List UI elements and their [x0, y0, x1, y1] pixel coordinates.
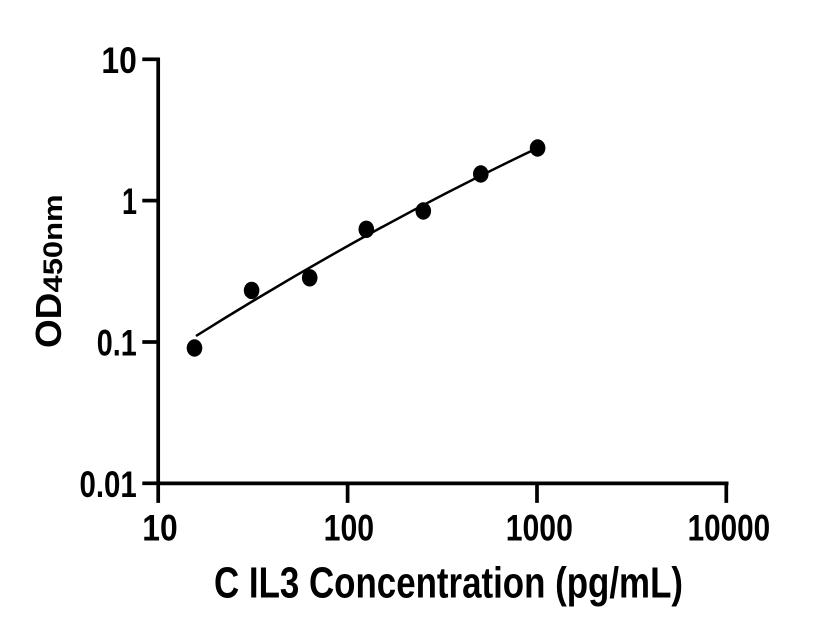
svg-text:1: 1: [122, 181, 137, 222]
svg-text:10: 10: [101, 40, 136, 81]
svg-text:C IL3 Concentration (pg/mL): C IL3 Concentration (pg/mL): [214, 559, 683, 607]
svg-text:0.1: 0.1: [97, 323, 137, 364]
svg-text:100: 100: [324, 507, 375, 548]
svg-text:1000: 1000: [506, 507, 573, 548]
svg-text:10: 10: [142, 507, 177, 548]
svg-text:10000: 10000: [688, 507, 771, 548]
svg-text:450nm: 450nm: [38, 195, 68, 293]
svg-text:OD: OD: [28, 293, 69, 348]
svg-text:0.01: 0.01: [80, 464, 137, 505]
